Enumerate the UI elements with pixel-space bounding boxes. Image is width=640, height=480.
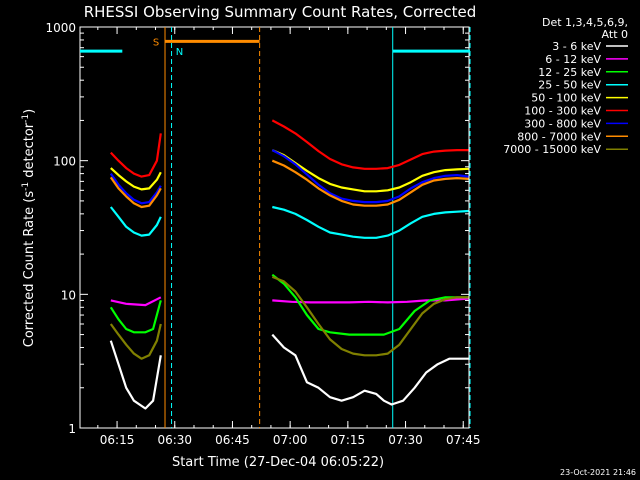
legend-header-1: Det 1,3,4,5,6,9, [542,16,628,29]
series-line [110,167,162,191]
ylabel-sup2: -1 [21,114,31,123]
plot-area: SN [79,26,471,429]
series-line [109,323,162,360]
ylabel-main: Corrected Count Rate (s [22,191,37,348]
series-line [110,133,162,178]
svg-text:Corrected Count Rate (s-1 dete: Corrected Count Rate (s-1 detector-1) [21,109,37,347]
timestamp: 23-Oct-2021 21:46 [560,468,636,477]
legend-label: 100 - 300 keV [524,105,601,118]
series-group [109,119,469,410]
series-line [272,205,469,239]
legend-label: 25 - 50 keV [538,79,601,92]
night-flag-label: N [176,47,183,58]
series-line [271,119,469,170]
ylabel-mid: detector [22,122,37,182]
legend-label: 6 - 12 keV [545,53,601,66]
y-tick-label: 1000 [45,21,76,35]
series-line [109,300,162,334]
ylabel-sup1: -1 [21,182,31,191]
axis-ticks: 06:15 06:30 06:45 07:00 07:15 07:30 07:45 1 10 10… [45,21,480,447]
y-tick-label: 100 [53,155,76,169]
series-line [109,340,162,410]
series-line [271,273,469,336]
x-tick-label: 06:45 [215,433,250,447]
x-tick-label: 07:00 [273,433,308,447]
legend-label: 12 - 25 keV [538,66,601,79]
legend-label: 3 - 6 keV [552,40,601,53]
series-line [271,333,469,406]
legend-label: 50 - 100 keV [531,92,601,105]
legend-label: 300 - 800 keV [524,117,601,130]
x-tick-label: 06:15 [100,433,135,447]
ylabel-end: ) [22,109,37,114]
y-axis-label: Corrected Count Rate (s-1 detector-1) [21,109,37,347]
x-tick-label: 07:15 [331,433,366,447]
series-line [271,149,469,204]
saa-flag-label: S [153,37,159,48]
series-line [271,149,469,193]
y-tick-label: 1 [68,422,76,436]
x-tick-label: 06:30 [157,433,192,447]
legend-label: 800 - 7000 keV [517,130,601,143]
y-tick-label: 10 [61,288,76,302]
x-tick-label: 07:30 [388,433,423,447]
legend-label: 7000 - 15000 keV [503,143,601,156]
series-line [271,159,469,207]
legend-header-2: Att 0 [602,28,628,41]
series-line [109,176,162,209]
series-line [109,172,162,205]
series-line [271,275,469,357]
chart-title: RHESSI Observing Summary Count Rates, Co… [84,3,477,21]
x-axis-label: Start Time (27-Dec-04 06:05:22) [172,455,384,470]
x-tick-label: 07:45 [446,433,481,447]
plot-frame [79,26,470,429]
series-line [109,206,162,237]
series-line [110,296,162,307]
